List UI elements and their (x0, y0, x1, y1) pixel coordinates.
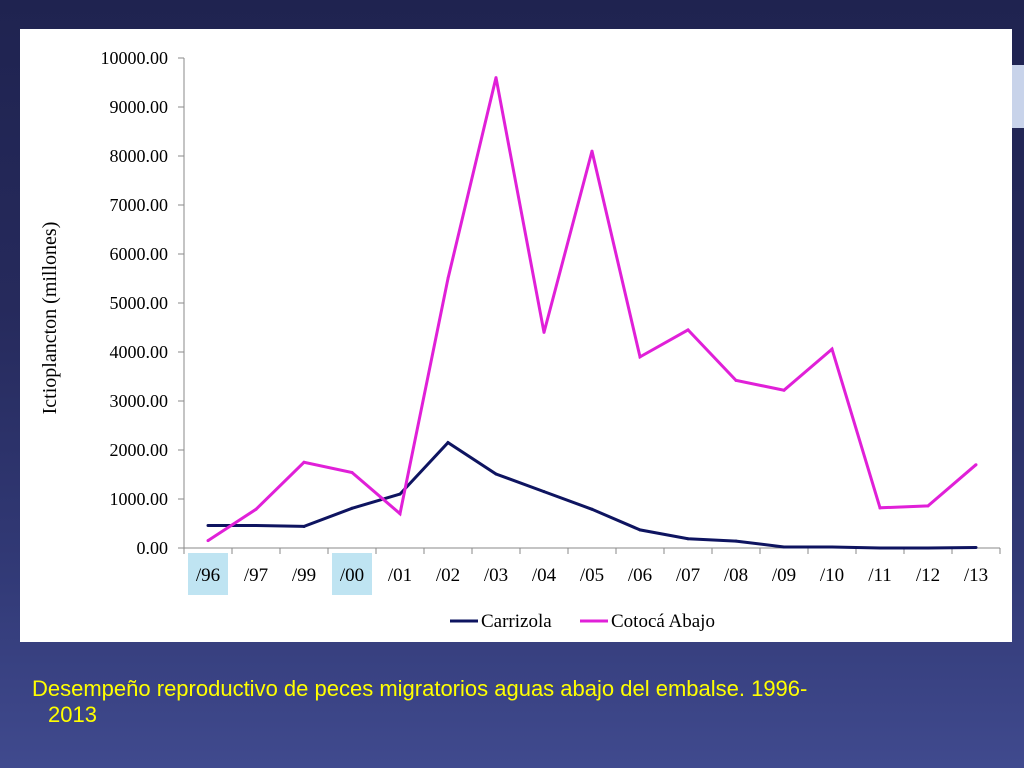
data-point-series-1 (398, 512, 402, 516)
y-tick-label: 1000.00 (110, 489, 169, 509)
data-point-series-1 (254, 507, 258, 511)
x-tick-label: /05 (580, 565, 604, 586)
highlight-box-00 (332, 553, 372, 595)
data-point-series-1 (350, 471, 354, 475)
legend-label-0: Carrizola (481, 611, 552, 632)
data-point-series-0 (878, 546, 882, 550)
x-tick-label: /02 (436, 565, 460, 586)
data-point-series-1 (686, 328, 690, 332)
x-tick-label: /08 (724, 565, 748, 586)
data-point-series-0 (638, 528, 642, 532)
data-point-series-0 (686, 537, 690, 541)
data-point-series-1 (830, 347, 834, 351)
data-point-series-1 (974, 463, 978, 467)
series-line-0 (208, 440, 977, 550)
caption-line2: 2013 (48, 702, 97, 727)
y-tick-label: 9000.00 (110, 97, 169, 117)
data-point-series-1 (542, 330, 546, 334)
data-point-series-1 (206, 539, 210, 543)
data-point-series-1 (734, 378, 738, 382)
x-tick-label: /00 (340, 565, 364, 586)
data-point-series-0 (302, 524, 306, 528)
y-tick-label: 5000.00 (110, 293, 169, 313)
x-tick-label: /12 (916, 565, 940, 586)
data-point-series-0 (590, 507, 594, 511)
x-tick-label: /07 (676, 565, 700, 586)
data-point-series-1 (926, 504, 930, 508)
caption-line1: Desempeño reproductivo de peces migrator… (32, 676, 808, 701)
y-tick-label: 6000.00 (110, 244, 169, 264)
y-tick-label: 4000.00 (110, 342, 169, 362)
chart-panel: 0.00 1000.00 2000.00 3000.00 4000.00 5000.00 6… (20, 29, 1012, 642)
data-point-series-1 (878, 506, 882, 510)
data-point-series-1 (302, 460, 306, 464)
highlight-box-96 (188, 553, 228, 595)
data-point-series-0 (446, 441, 450, 445)
x-tick-label: /13 (964, 565, 988, 586)
line-chart: 0.00 1000.00 2000.00 3000.00 4000.00 5000.00 6… (39, 48, 1001, 632)
x-tick-label: /01 (388, 565, 412, 586)
y-tick-label: 0.00 (137, 538, 169, 558)
x-tick-label: /11 (868, 565, 892, 586)
data-point-series-0 (830, 545, 834, 549)
x-tick-label: /06 (628, 565, 652, 586)
x-tick-label: /03 (484, 565, 508, 586)
data-point-series-1 (782, 388, 786, 392)
series-line-1 (207, 77, 977, 542)
data-point-series-0 (254, 523, 258, 527)
data-point-series-0 (494, 472, 498, 476)
data-point-series-0 (206, 523, 210, 527)
legend-label-1: Cotocá Abajo (611, 611, 715, 632)
data-point-series-0 (926, 546, 930, 550)
x-tick-label: /96 (196, 565, 220, 586)
y-tick-label: 3000.00 (110, 391, 169, 411)
data-point-series-0 (398, 492, 402, 496)
x-tick-label: /04 (532, 565, 557, 586)
x-tick-label: /10 (820, 565, 844, 586)
data-point-series-0 (974, 546, 978, 550)
data-point-series-0 (782, 545, 786, 549)
y-tick-label: 10000.00 (101, 48, 169, 68)
data-point-series-0 (734, 539, 738, 543)
data-point-series-1 (446, 277, 450, 280)
data-point-series-0 (542, 490, 546, 494)
y-tick-label: 2000.00 (110, 440, 169, 460)
x-tick-label: /99 (292, 565, 316, 586)
x-tick-label: /09 (772, 565, 796, 586)
slide-caption: Desempeño reproductivo de peces migrator… (32, 676, 956, 728)
y-axis-title: Ictioplancton (millones) (39, 222, 61, 415)
x-tick-label: /97 (244, 565, 268, 586)
data-point-series-1 (590, 149, 594, 153)
y-tick-label: 7000.00 (110, 195, 169, 215)
y-tick-label: 8000.00 (110, 146, 169, 166)
data-point-series-0 (350, 506, 354, 510)
data-point-series-1 (494, 76, 498, 80)
data-point-series-1 (638, 355, 642, 359)
side-tab-decoration (1012, 65, 1024, 128)
